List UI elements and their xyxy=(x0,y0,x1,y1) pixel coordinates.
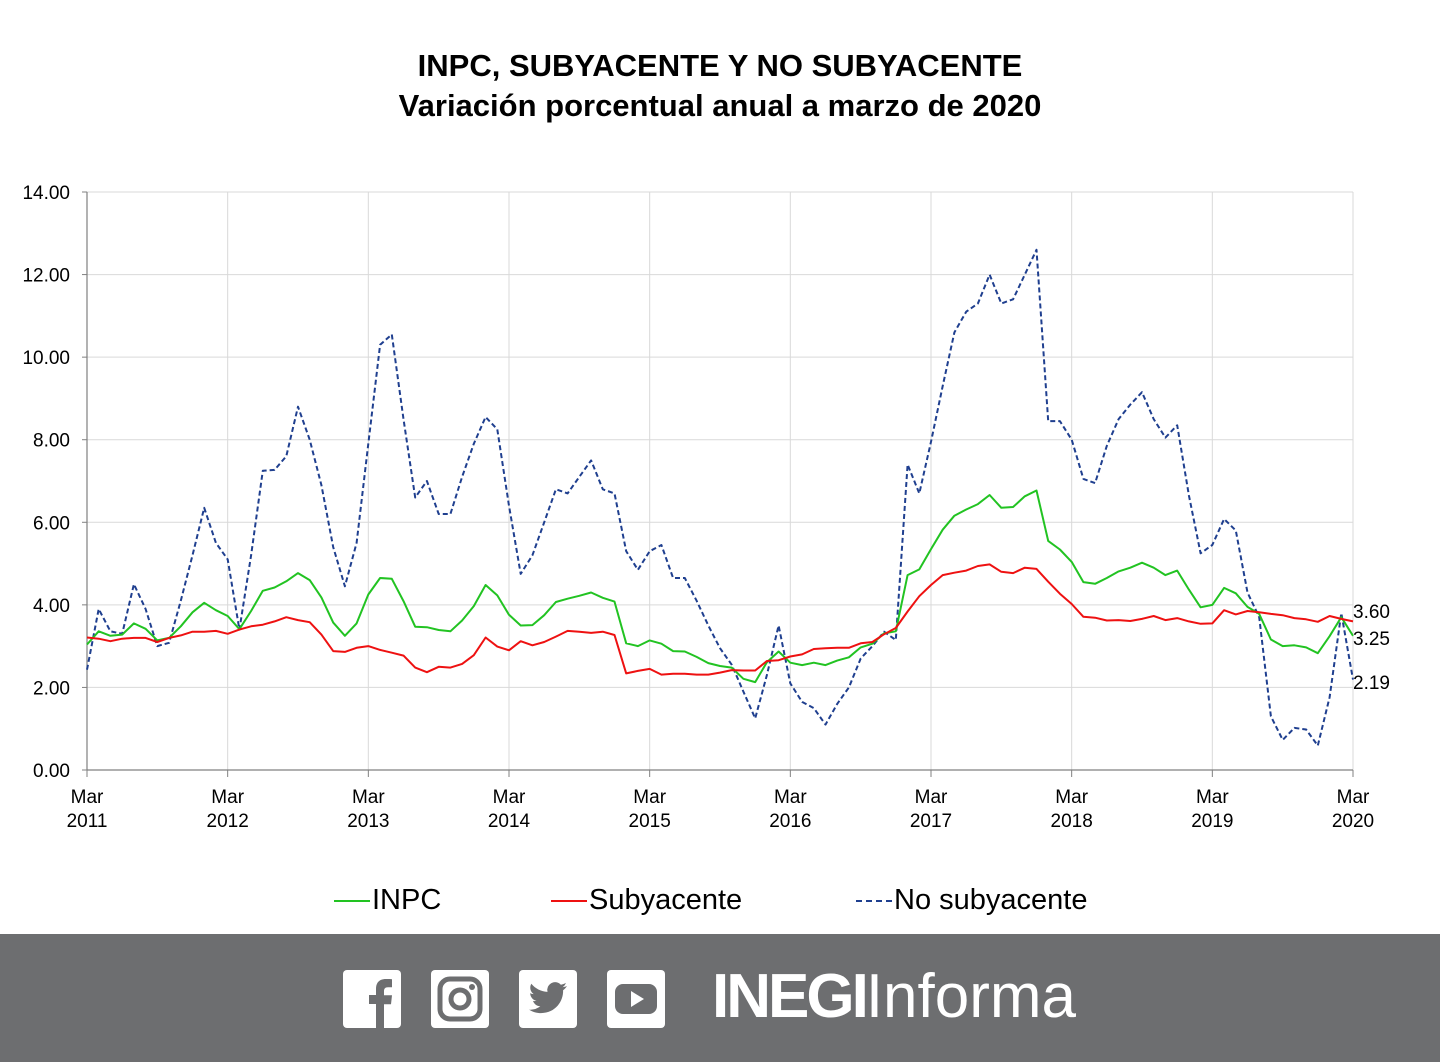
x-tick-label-month: Mar xyxy=(1196,787,1229,808)
y-tick-label: 6.00 xyxy=(33,513,70,534)
y-tick-label: 4.00 xyxy=(33,596,70,617)
brand-light: Informa xyxy=(865,962,1077,1031)
x-tick-label-year: 2018 xyxy=(1051,811,1093,832)
x-tick-label-year: 2017 xyxy=(910,811,952,832)
x-tick-label-month: Mar xyxy=(774,787,807,808)
instagram-icon[interactable] xyxy=(431,970,489,1028)
chart-subtitle: Variación porcentual anual a marzo de 20… xyxy=(398,88,1042,123)
x-tick-label-month: Mar xyxy=(71,787,104,808)
youtube-icon[interactable] xyxy=(607,970,665,1028)
line-chart: 0.00 2.00 4.00 6.00 8.00 10.00 12.00 14.00 Mar 20… xyxy=(22,183,1390,832)
x-tick-label-year: 2019 xyxy=(1191,811,1233,832)
x-tick-label-year: 2012 xyxy=(207,811,249,832)
legend-label-no-subyacente: No subyacente xyxy=(894,884,1088,916)
x-tick-label-month: Mar xyxy=(211,787,244,808)
legend-swatch-inpc xyxy=(334,899,370,902)
y-tick-label: 10.00 xyxy=(22,348,70,369)
x-tick-label-year: 2020 xyxy=(1332,811,1374,832)
facebook-icon[interactable] xyxy=(343,970,401,1029)
y-tick-label: 2.00 xyxy=(33,678,70,699)
series-line-subyacente xyxy=(86,563,1354,676)
x-tick-label-month: Mar xyxy=(1337,787,1370,808)
x-tick-label-year: 2015 xyxy=(629,811,671,832)
x-tick-label-year: 2013 xyxy=(347,811,389,832)
x-tick-label-year: 2014 xyxy=(488,811,531,832)
legend-swatch-subyacente xyxy=(551,899,587,902)
legend-item-inpc: INPC xyxy=(334,884,441,917)
legend-item-no-subyacente: No subyacente xyxy=(856,884,1087,917)
twitter-icon[interactable] xyxy=(519,970,577,1028)
x-tick-label-month: Mar xyxy=(1055,787,1088,808)
y-tick-label: 8.00 xyxy=(33,431,70,452)
x-tick-label-month: Mar xyxy=(915,787,948,808)
legend-swatch-no-subyacente xyxy=(856,899,892,902)
y-tick-label: 0.00 xyxy=(33,761,70,782)
chart-title: INPC, SUBYACENTE Y NO SUBYACENTE xyxy=(417,48,1023,83)
x-tick-label-year: 2016 xyxy=(769,811,811,832)
series-line-inpc xyxy=(86,489,1354,684)
x-tick-label-month: Mar xyxy=(633,787,666,808)
brand-bold: INEGI xyxy=(712,962,869,1031)
legend-label-subyacente: Subyacente xyxy=(589,884,743,916)
legend-label-inpc: INPC xyxy=(372,884,442,916)
inegi-informa-logo: INEGIInforma xyxy=(712,962,1076,1032)
series-line-no-subyacente xyxy=(86,248,1354,747)
data-label-no-subyacente: 2.19 xyxy=(1353,673,1390,694)
legend-item-subyacente: Subyacente xyxy=(551,884,742,917)
x-tick-label-month: Mar xyxy=(352,787,385,808)
data-label-subyacente: 3.60 xyxy=(1353,602,1390,623)
x-tick-label-year: 2011 xyxy=(67,811,108,832)
y-tick-label: 12.00 xyxy=(22,266,70,287)
x-tick-label-month: Mar xyxy=(493,787,526,808)
data-label-inpc: 3.25 xyxy=(1353,629,1390,650)
y-tick-label: 14.00 xyxy=(22,183,70,204)
footer-bar: INEGIInforma xyxy=(0,934,1440,1062)
